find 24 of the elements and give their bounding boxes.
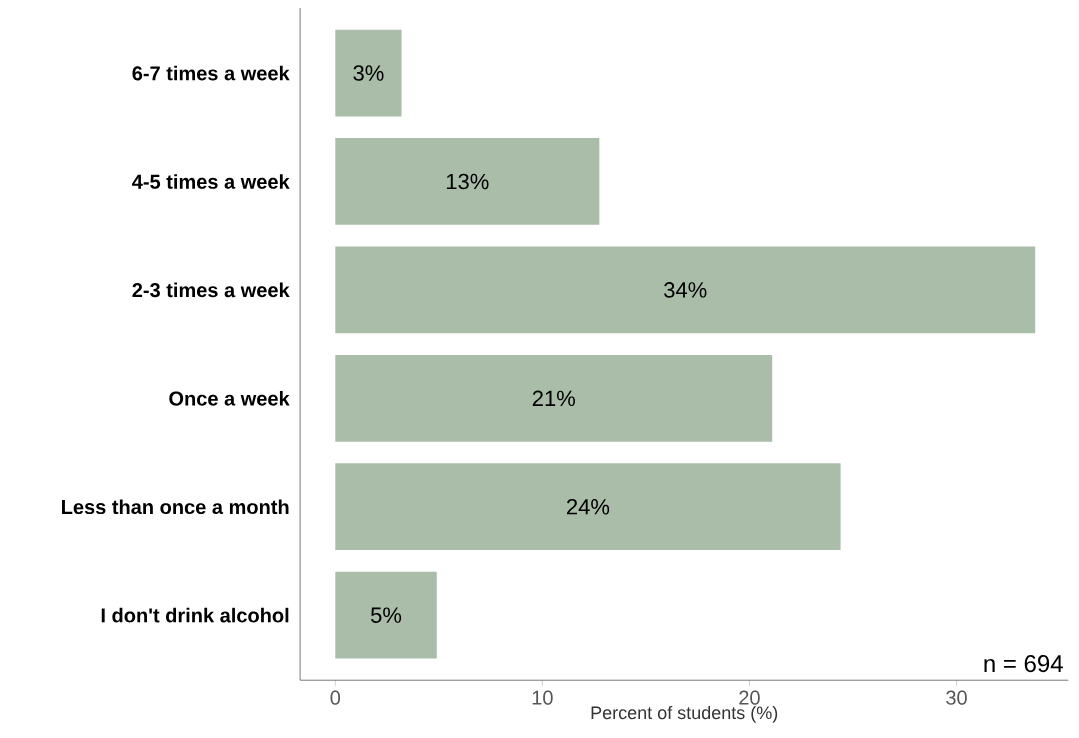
y-tick-label: Less than once a month bbox=[62, 499, 289, 515]
y-tick-label: Once a week bbox=[169, 391, 290, 406]
data-label: 21% bbox=[532, 390, 575, 407]
y-tick-label: 6-7 times a week bbox=[132, 65, 290, 81]
bar bbox=[335, 29, 402, 117]
data-label: 24% bbox=[567, 499, 610, 515]
x-tick-label: 30 bbox=[946, 690, 967, 705]
y-tick-label: 2-3 times a week bbox=[132, 282, 290, 298]
x-tick-label: 20 bbox=[739, 690, 760, 705]
data-label: 34% bbox=[664, 282, 707, 298]
bar bbox=[335, 138, 600, 226]
data-label: 3% bbox=[353, 65, 384, 82]
y-tick-label: 4-5 times a week bbox=[132, 174, 290, 190]
y-tick-label: I don't drink alcohol bbox=[101, 608, 289, 623]
data-label: 13% bbox=[446, 173, 489, 190]
x-tick-label: 0 bbox=[330, 690, 341, 705]
bar bbox=[335, 463, 841, 551]
data-label: 5% bbox=[371, 607, 402, 624]
bar bbox=[335, 246, 1036, 334]
bar bbox=[335, 572, 437, 659]
x-axis-title: Percent of students (%) bbox=[591, 706, 778, 723]
x-tick-label: 10 bbox=[532, 690, 553, 705]
annotation: n = 694 bbox=[984, 655, 1063, 673]
bar bbox=[335, 355, 773, 442]
